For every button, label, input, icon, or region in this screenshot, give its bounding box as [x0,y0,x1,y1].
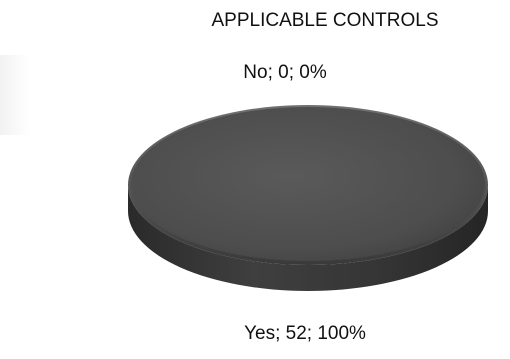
chart-title: APPLICABLE CONTROLS [211,10,439,31]
background-fade [0,55,30,135]
data-label-no: No; 0; 0% [243,62,327,83]
chart-title-container: APPLICABLE CONTROLS [130,0,510,40]
data-label-yes: Yes; 52; 100% [244,323,366,344]
pie-slice-yes [128,105,488,291]
pie-slice-yes-top [131,107,485,261]
pie-slice-yes-side [128,185,488,291]
